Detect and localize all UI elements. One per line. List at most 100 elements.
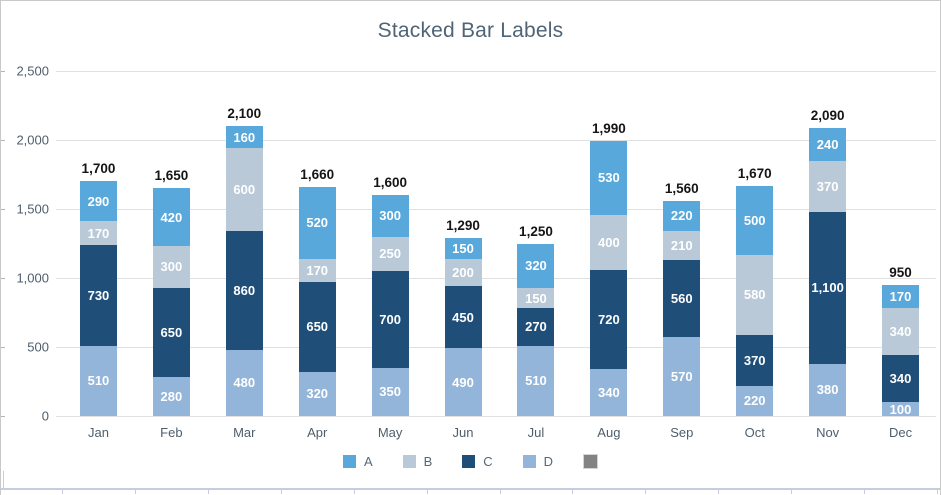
- bar-segment-B-Jun[interactable]: 200: [444, 258, 482, 287]
- bar-segment-A-Apr[interactable]: 520: [298, 186, 336, 259]
- bottom-cutoff-tick: [718, 490, 720, 494]
- bar-segment-C-May[interactable]: 700: [371, 271, 409, 368]
- x-axis-label: Feb: [160, 425, 183, 440]
- bar-segment-C-Sep[interactable]: 560: [663, 260, 701, 338]
- bar-segment-B-Sep[interactable]: 210: [663, 231, 701, 261]
- bar-segment-B-Apr[interactable]: 170: [298, 258, 336, 283]
- gridline: [56, 140, 936, 141]
- bar-segment-B-Oct[interactable]: 580: [736, 254, 774, 335]
- bottom-cutoff-tick: [645, 490, 647, 494]
- bar-segment-C-Jan[interactable]: 730: [79, 244, 117, 346]
- x-axis-label: Oct: [744, 425, 765, 440]
- bar-segment-C-Feb[interactable]: 650: [152, 287, 190, 378]
- bar-segment-A-Jul[interactable]: 320: [517, 243, 555, 288]
- legend-swatch: [342, 455, 356, 468]
- bar-segment-C-Jul[interactable]: 270: [517, 308, 555, 346]
- bar-total-label: 1,250: [519, 223, 553, 239]
- gridline: [56, 209, 936, 210]
- bar-segment-D-Jan[interactable]: 510: [79, 345, 117, 416]
- x-axis-label: Jun: [452, 425, 474, 440]
- bar-segment-D-Nov[interactable]: 380: [809, 363, 847, 416]
- y-axis-tick: [1, 209, 5, 210]
- bar-segment-C-Nov[interactable]: 1,100: [809, 211, 847, 364]
- bar-total-label: 1,560: [664, 180, 699, 196]
- legend-swatch: [462, 455, 476, 468]
- y-axis-tick-label: 500: [27, 339, 49, 355]
- x-axis-label: Mar: [233, 425, 256, 440]
- bar-segment-B-Aug[interactable]: 400: [590, 214, 628, 270]
- bar-segment-A-Mar[interactable]: 160: [225, 126, 263, 149]
- bar-segment-D-Dec[interactable]: 100: [882, 402, 920, 416]
- legend-swatch: [522, 455, 536, 468]
- bar-total-label: 1,650: [154, 168, 189, 184]
- y-axis-tick-label: 2,000: [16, 132, 49, 148]
- legend-item-unnamed[interactable]: [583, 454, 599, 469]
- bottom-cutoff-tick: [426, 490, 428, 494]
- legend-item-D[interactable]: D: [522, 454, 554, 469]
- y-axis-tick: [1, 140, 5, 141]
- bottom-cutoff-tick: [791, 490, 793, 494]
- bar-segment-A-Aug[interactable]: 530: [590, 141, 628, 215]
- bar-segment-A-Sep[interactable]: 220: [663, 200, 701, 232]
- bar-segment-A-Oct[interactable]: 500: [736, 185, 774, 255]
- bar-segment-C-Apr[interactable]: 650: [298, 282, 336, 372]
- x-axis-label: Nov: [816, 425, 840, 440]
- bottom-cutoff-axis-tick: [3, 471, 4, 489]
- bar-segment-B-Mar[interactable]: 600: [225, 148, 263, 232]
- bar-segment-A-May[interactable]: 300: [371, 195, 409, 237]
- bar-segment-D-Apr[interactable]: 320: [298, 371, 336, 416]
- bar-total-label: 950: [889, 264, 912, 280]
- y-axis-tick: [1, 347, 5, 348]
- gridline: [56, 416, 936, 417]
- bar-segment-D-Aug[interactable]: 340: [590, 369, 628, 416]
- bar-segment-B-May[interactable]: 250: [371, 236, 409, 272]
- y-axis-tick: [1, 416, 5, 417]
- legend-item-B[interactable]: B: [402, 454, 433, 469]
- bar-segment-A-Dec[interactable]: 170: [882, 284, 920, 309]
- bar-segment-B-Jan[interactable]: 170: [79, 221, 117, 245]
- bar-segment-D-Sep[interactable]: 570: [663, 337, 701, 416]
- y-axis-tick: [1, 71, 5, 72]
- bar-segment-D-Feb[interactable]: 280: [152, 377, 190, 416]
- bar-total-label: 2,100: [227, 106, 262, 122]
- legend-item-C[interactable]: C: [462, 454, 493, 469]
- bottom-cutoff-tick: [62, 490, 63, 494]
- bottom-cutoff-tick: [572, 490, 574, 494]
- bar-segment-B-Feb[interactable]: 300: [152, 246, 190, 288]
- bar-segment-C-Mar[interactable]: 860: [225, 231, 263, 350]
- bar-segment-C-Jun[interactable]: 450: [444, 286, 482, 349]
- x-axis-label: Apr: [307, 425, 328, 440]
- bar-total-label: 1,660: [300, 166, 335, 182]
- bottom-cutoff-tick: [864, 490, 866, 494]
- bar-segment-A-Nov[interactable]: 240: [809, 127, 847, 161]
- legend-item-A[interactable]: A: [342, 454, 373, 469]
- legend-label: D: [543, 454, 554, 469]
- bar-segment-A-Feb[interactable]: 420: [152, 188, 190, 247]
- legend-swatch: [402, 455, 416, 468]
- bar-segment-A-Jun[interactable]: 150: [444, 237, 482, 259]
- bar-segment-C-Oct[interactable]: 370: [736, 334, 774, 386]
- bar-segment-C-Aug[interactable]: 720: [590, 269, 628, 370]
- bar-total-label: 1,290: [446, 217, 480, 233]
- y-axis-tick-label: 1,500: [16, 201, 49, 217]
- bar-segment-B-Nov[interactable]: 370: [809, 160, 847, 212]
- bottom-cutoff-tick: [134, 490, 136, 494]
- legend-label: B: [423, 454, 433, 469]
- x-axis-label: Sep: [670, 425, 694, 440]
- bar-total-label: 1,990: [591, 121, 626, 137]
- bar-segment-A-Jan[interactable]: 290: [79, 181, 117, 222]
- bar-segment-D-Mar[interactable]: 480: [225, 349, 263, 416]
- bar-segment-D-Oct[interactable]: 220: [736, 385, 774, 416]
- y-axis-tick-label: 2,500: [16, 63, 49, 79]
- x-axis-label: Jul: [527, 425, 545, 440]
- bar-total-label: 1,700: [81, 161, 116, 177]
- bar-segment-D-Jun[interactable]: 490: [444, 348, 482, 416]
- bar-segment-D-Jul[interactable]: 510: [517, 345, 555, 416]
- bar-segment-B-Dec[interactable]: 340: [882, 308, 920, 356]
- bar-segment-B-Jul[interactable]: 150: [517, 287, 555, 309]
- bar-segment-D-May[interactable]: 350: [371, 367, 409, 416]
- bar-segment-C-Dec[interactable]: 340: [882, 355, 920, 403]
- y-axis-tick-label: 1,000: [16, 270, 49, 286]
- chart-title: Stacked Bar Labels: [377, 19, 564, 42]
